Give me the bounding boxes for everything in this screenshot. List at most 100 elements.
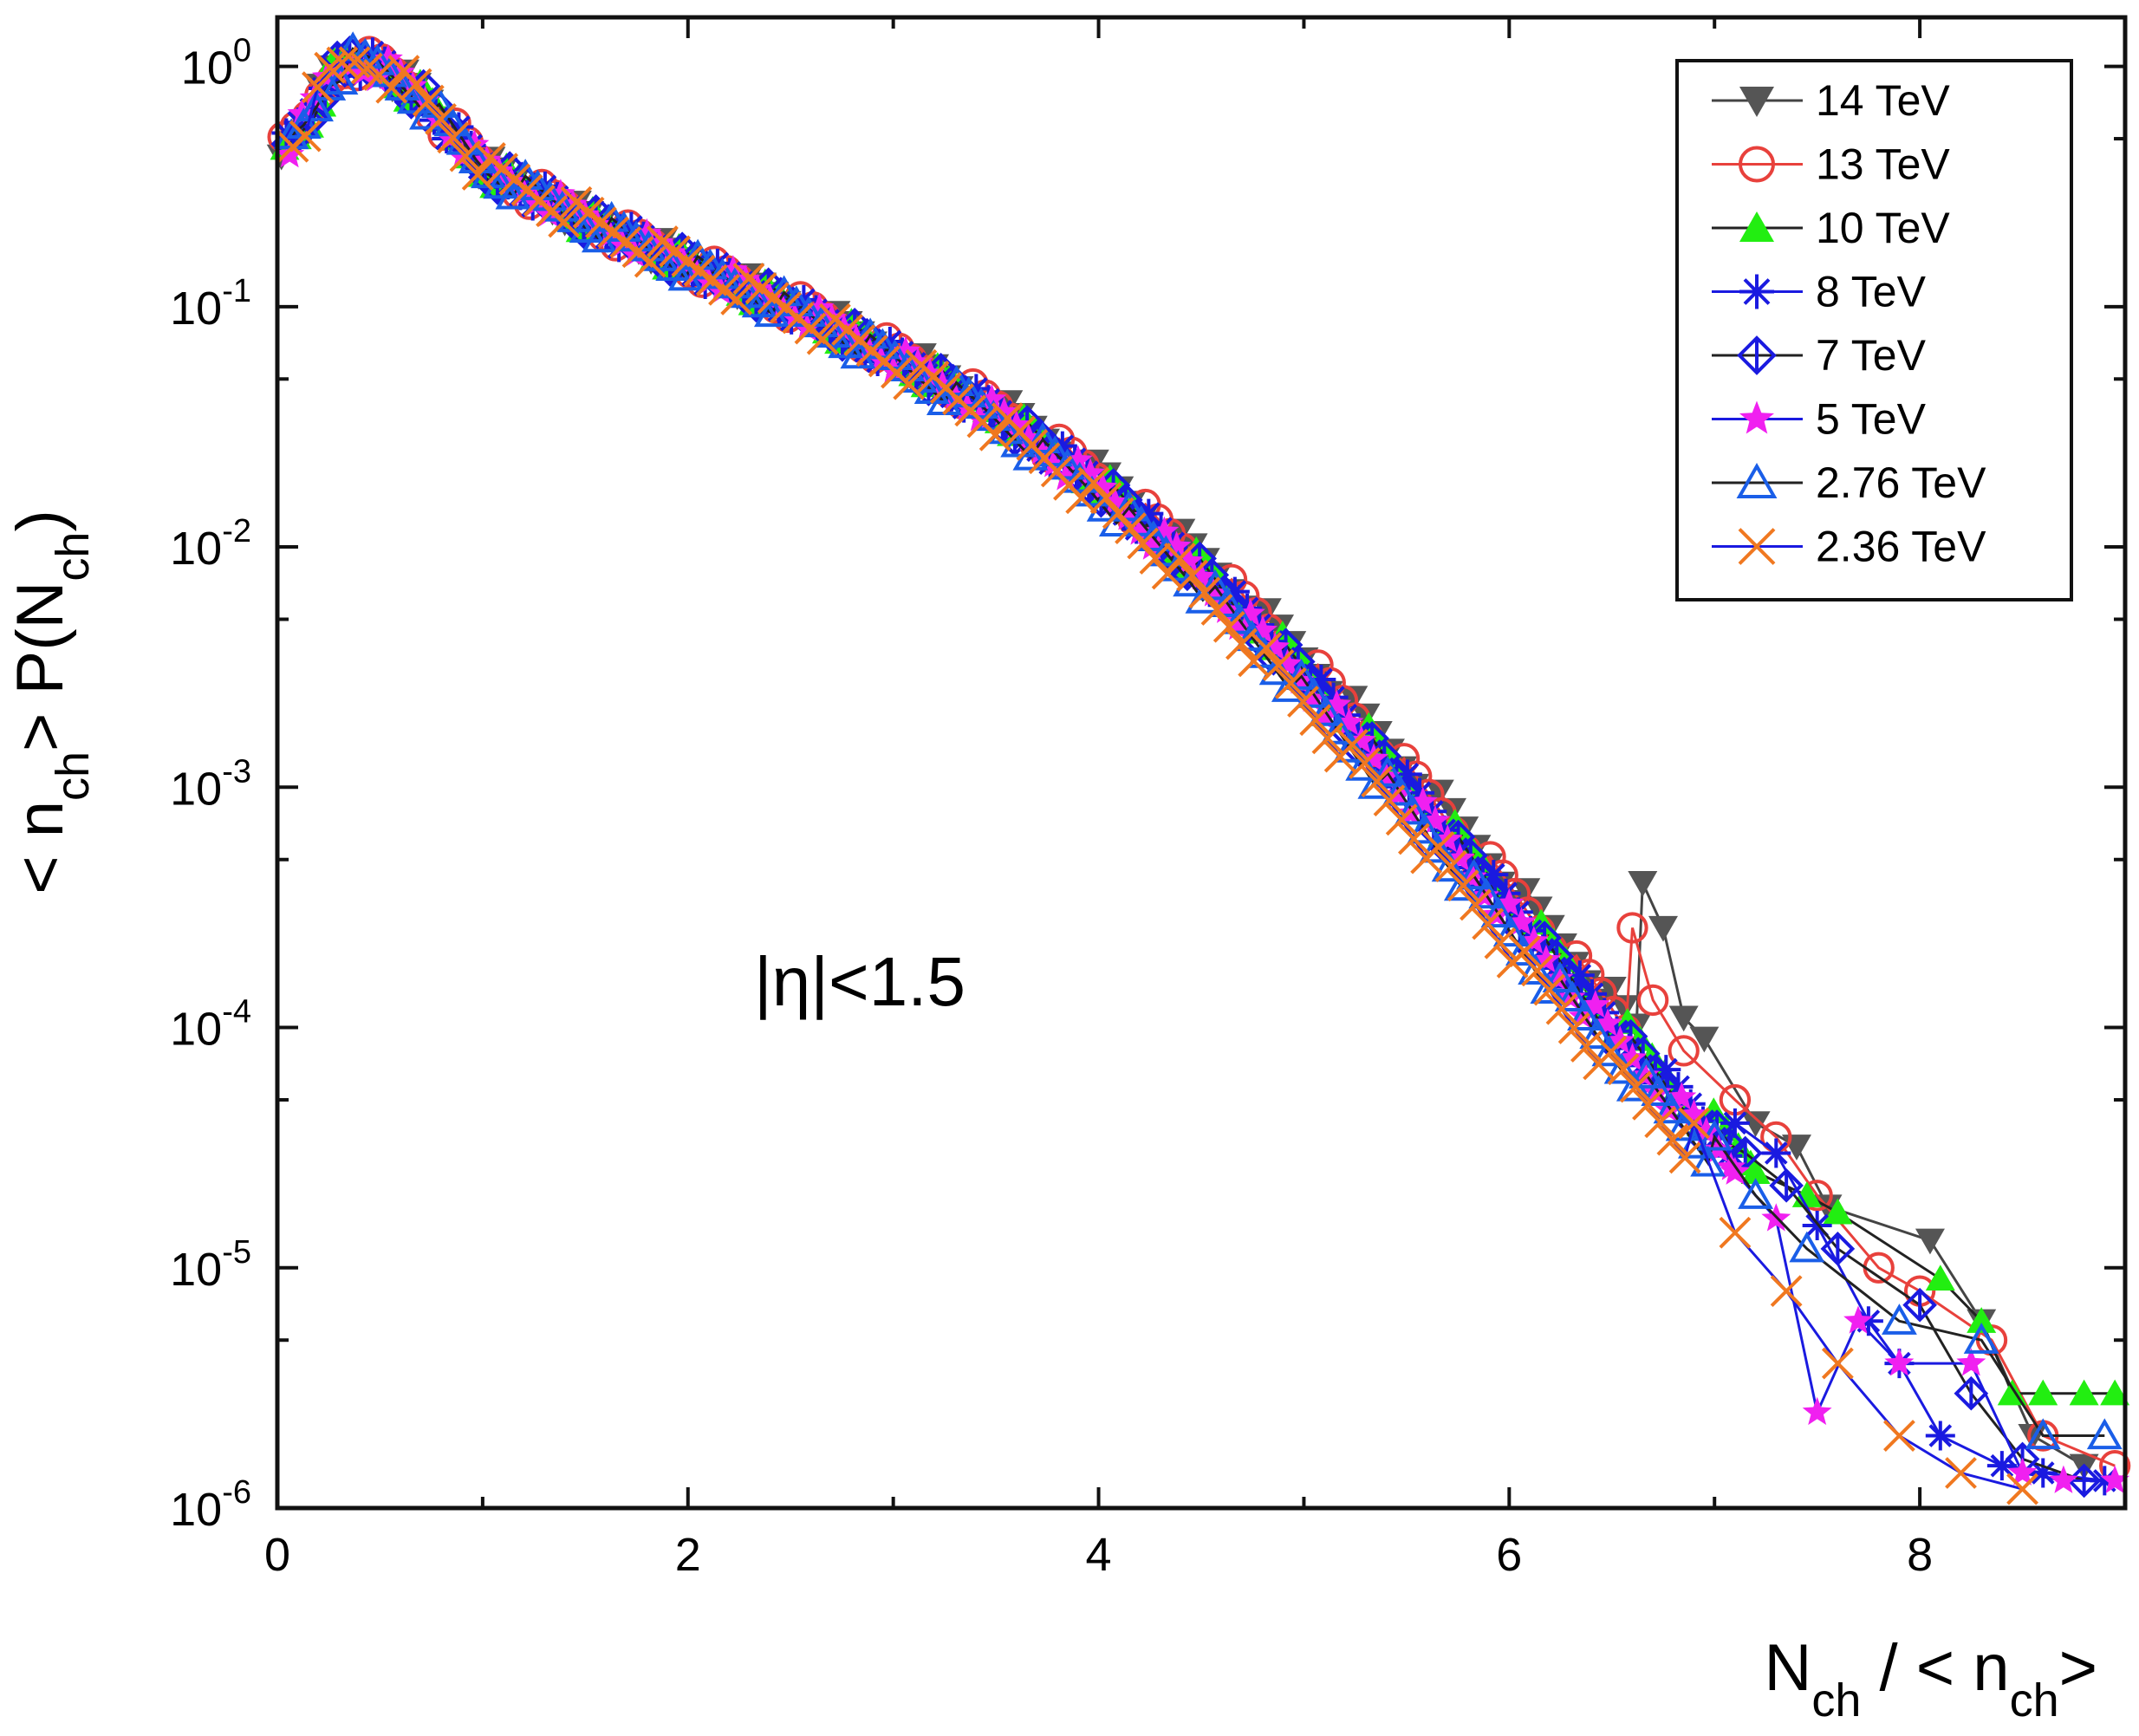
- data-point: [322, 63, 359, 95]
- data-point: [718, 255, 748, 283]
- data-point: [1902, 1287, 1937, 1323]
- data-point: [890, 335, 920, 365]
- eta-annotation: |η|<1.5: [754, 943, 965, 1020]
- data-point: [1174, 546, 1204, 575]
- data-point: [1567, 999, 1603, 1031]
- data-point: [1077, 466, 1110, 499]
- data-point: [609, 225, 642, 258]
- data-point: [1350, 703, 1381, 730]
- data-point: [1802, 1396, 1832, 1426]
- data-point: [1151, 557, 1184, 590]
- data-point: [1405, 777, 1435, 808]
- data-point: [1954, 1375, 1989, 1411]
- data-point: [1843, 1305, 1873, 1334]
- data-point: [1616, 912, 1648, 944]
- data-point: [1632, 1088, 1664, 1121]
- data-point: [1431, 850, 1467, 882]
- data-point: [1491, 878, 1521, 908]
- data-point: [1398, 822, 1430, 855]
- data-point: [1373, 784, 1406, 817]
- data-point: [1506, 907, 1537, 935]
- data-point: [1213, 610, 1245, 643]
- data-point: [1382, 774, 1418, 806]
- data-point: [1644, 1106, 1677, 1139]
- data-point: [1262, 648, 1295, 681]
- data-point: [1111, 490, 1148, 522]
- data-point: [1188, 576, 1221, 609]
- data-point: [1593, 1008, 1622, 1037]
- data-point: [1595, 1035, 1628, 1068]
- data-point: [1881, 1304, 1917, 1335]
- data-point: [1823, 1198, 1853, 1225]
- data-point: [644, 228, 674, 257]
- data-point: [1720, 1156, 1750, 1185]
- data-point: [1102, 497, 1135, 530]
- data-point: [1437, 797, 1467, 824]
- data-point: [425, 103, 457, 135]
- data-point: [806, 322, 839, 355]
- legend-entry: 13 TeV: [1712, 140, 1950, 189]
- data-point: [2100, 1465, 2130, 1493]
- data-point: [1668, 1035, 1700, 1067]
- data-point: [646, 225, 679, 257]
- data-point: [1628, 871, 1658, 897]
- data-point: [1609, 995, 1639, 1022]
- data-point: [1334, 707, 1364, 736]
- data-point: [1197, 569, 1233, 601]
- data-point: [731, 264, 761, 293]
- data-point: [1596, 977, 1627, 1003]
- data-point: [1603, 1052, 1640, 1084]
- data-point: [951, 376, 987, 408]
- data-point: [1311, 722, 1344, 755]
- data-point: [1421, 805, 1450, 834]
- data-point: [1222, 602, 1258, 634]
- data-point: [1739, 87, 1774, 117]
- data-point: [1209, 586, 1245, 617]
- data-point: [1689, 1026, 1720, 1053]
- data-point: [1956, 1348, 1986, 1376]
- data-point: [1385, 803, 1418, 836]
- data-point: [1200, 594, 1233, 626]
- data-point: [1605, 1025, 1635, 1054]
- data-point: [398, 70, 428, 99]
- data-point: [1176, 559, 1208, 592]
- y-tick-label: 10-5: [170, 1234, 251, 1296]
- data-point: [1564, 960, 1595, 991]
- data-point: [1284, 666, 1315, 694]
- data-point: [1503, 897, 1533, 927]
- data-point: [1738, 528, 1776, 565]
- data-point: [1333, 731, 1369, 763]
- data-point: [1076, 458, 1106, 486]
- data-point: [1740, 1111, 1771, 1138]
- data-point: [939, 365, 975, 397]
- data-point: [1419, 831, 1455, 863]
- data-point: [1219, 576, 1250, 607]
- data-point: [1163, 543, 1196, 575]
- legend-label: 2.36 TeV: [1816, 523, 1986, 571]
- data-point: [1769, 1168, 1804, 1203]
- data-point: [1408, 786, 1438, 815]
- data-point: [1472, 907, 1505, 940]
- data-point: [302, 71, 334, 104]
- data-point: [1037, 435, 1073, 467]
- data-point: [1719, 1216, 1752, 1249]
- data-point: [2006, 1473, 2038, 1505]
- data-point: [1392, 759, 1422, 790]
- data-point: [1668, 1005, 1699, 1032]
- data-point: [1125, 517, 1154, 545]
- data-point: [893, 367, 926, 400]
- data-point: [1346, 725, 1376, 754]
- data-point: [1429, 815, 1460, 845]
- data-point: [1127, 527, 1160, 560]
- data-point: [1484, 927, 1517, 959]
- x-tick-label: 6: [1496, 1529, 1522, 1581]
- data-point: [1284, 659, 1320, 690]
- data-point: [1925, 1265, 1955, 1291]
- y-tick-label: 10-3: [170, 753, 251, 815]
- data-point: [1447, 869, 1479, 902]
- data-point: [1137, 531, 1167, 560]
- data-point: [1297, 683, 1327, 712]
- data-point: [326, 46, 359, 79]
- data-point: [1925, 1421, 1955, 1451]
- x-tick-label: 4: [1086, 1529, 1112, 1581]
